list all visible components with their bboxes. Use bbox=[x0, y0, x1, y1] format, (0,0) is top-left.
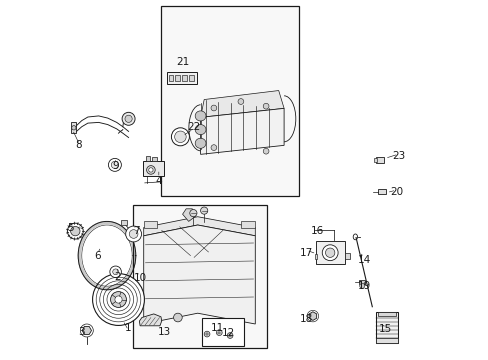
Circle shape bbox=[113, 269, 118, 275]
Circle shape bbox=[67, 223, 83, 239]
Text: 7: 7 bbox=[133, 226, 140, 236]
Bar bbox=[358, 280, 365, 284]
Circle shape bbox=[238, 99, 244, 104]
Circle shape bbox=[359, 283, 364, 288]
Circle shape bbox=[122, 112, 135, 125]
Text: 18: 18 bbox=[299, 314, 312, 324]
Text: 20: 20 bbox=[389, 186, 402, 197]
Circle shape bbox=[189, 210, 197, 217]
Circle shape bbox=[216, 330, 222, 336]
Polygon shape bbox=[200, 108, 284, 154]
Bar bbox=[189, 75, 193, 81]
Circle shape bbox=[125, 226, 141, 242]
Circle shape bbox=[204, 331, 209, 337]
Bar bbox=[344, 253, 349, 259]
Text: 22: 22 bbox=[186, 122, 200, 132]
Bar bbox=[375, 312, 397, 343]
Bar bbox=[167, 72, 196, 84]
Ellipse shape bbox=[195, 125, 205, 135]
Circle shape bbox=[72, 126, 76, 130]
Polygon shape bbox=[82, 327, 91, 334]
Bar bbox=[71, 122, 76, 133]
Circle shape bbox=[92, 274, 144, 325]
Circle shape bbox=[200, 207, 207, 214]
Text: 23: 23 bbox=[391, 150, 405, 161]
Ellipse shape bbox=[195, 138, 205, 148]
Text: 12: 12 bbox=[221, 328, 234, 338]
Polygon shape bbox=[182, 209, 196, 221]
Circle shape bbox=[115, 296, 122, 303]
Polygon shape bbox=[139, 314, 162, 326]
Circle shape bbox=[263, 148, 268, 154]
Bar bbox=[202, 318, 244, 346]
Bar bbox=[121, 220, 127, 225]
Bar bbox=[133, 205, 266, 348]
Polygon shape bbox=[200, 90, 284, 117]
Circle shape bbox=[322, 245, 337, 261]
Text: 1: 1 bbox=[125, 323, 132, 333]
Bar bbox=[142, 161, 163, 176]
Text: 19: 19 bbox=[357, 281, 370, 291]
Circle shape bbox=[148, 168, 153, 172]
Bar bbox=[241, 221, 254, 228]
Circle shape bbox=[325, 248, 334, 257]
Bar bbox=[168, 75, 173, 81]
Circle shape bbox=[211, 105, 216, 111]
Bar bbox=[161, 6, 298, 196]
Circle shape bbox=[263, 103, 268, 109]
Circle shape bbox=[111, 161, 118, 168]
Text: 4: 4 bbox=[155, 176, 162, 186]
Bar bbox=[373, 158, 376, 162]
Text: 10: 10 bbox=[134, 273, 147, 283]
Circle shape bbox=[129, 230, 138, 238]
Polygon shape bbox=[308, 312, 316, 320]
Circle shape bbox=[171, 128, 189, 146]
Circle shape bbox=[211, 145, 216, 150]
Bar bbox=[314, 254, 317, 259]
Polygon shape bbox=[143, 217, 255, 236]
Circle shape bbox=[227, 333, 232, 338]
Circle shape bbox=[110, 292, 126, 307]
Bar bbox=[315, 241, 344, 264]
Circle shape bbox=[173, 313, 182, 322]
Text: 16: 16 bbox=[310, 226, 323, 236]
Bar bbox=[152, 157, 156, 161]
Bar bbox=[182, 75, 186, 81]
Bar bbox=[375, 157, 383, 163]
Bar bbox=[145, 156, 150, 161]
Polygon shape bbox=[143, 225, 255, 324]
Text: 21: 21 bbox=[176, 57, 189, 67]
Bar bbox=[143, 221, 157, 228]
Bar bbox=[175, 75, 180, 81]
Bar bbox=[375, 338, 397, 343]
Circle shape bbox=[108, 158, 121, 171]
Circle shape bbox=[125, 115, 132, 122]
Circle shape bbox=[207, 329, 215, 337]
Bar bbox=[378, 189, 385, 194]
Text: 15: 15 bbox=[378, 324, 391, 334]
Text: 3: 3 bbox=[78, 327, 85, 337]
Text: 14: 14 bbox=[357, 255, 370, 265]
Circle shape bbox=[110, 266, 121, 278]
Circle shape bbox=[146, 166, 155, 174]
Text: 8: 8 bbox=[75, 140, 81, 150]
Text: 5: 5 bbox=[67, 222, 74, 233]
Text: 11: 11 bbox=[210, 323, 224, 333]
Text: 13: 13 bbox=[158, 327, 171, 337]
Ellipse shape bbox=[195, 111, 205, 121]
Text: 9: 9 bbox=[112, 161, 119, 171]
Text: 2: 2 bbox=[114, 272, 121, 282]
Circle shape bbox=[70, 226, 80, 236]
Circle shape bbox=[174, 131, 186, 143]
Text: 17: 17 bbox=[299, 248, 312, 258]
Bar bbox=[377, 312, 396, 316]
Text: 6: 6 bbox=[94, 251, 101, 261]
